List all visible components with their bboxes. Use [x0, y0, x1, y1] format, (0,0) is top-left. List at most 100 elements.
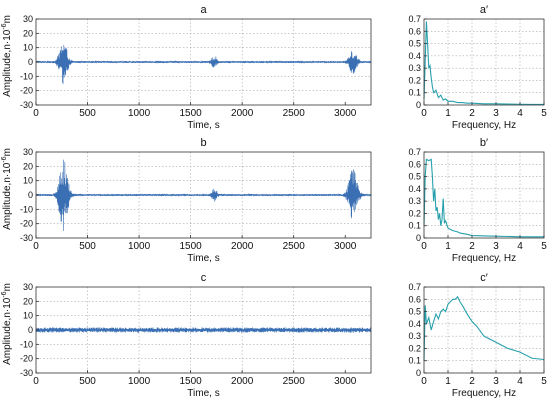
x-axis-label: Time, s [187, 253, 219, 264]
x-tick-label: 1 [445, 376, 451, 387]
series-line-waveform [35, 159, 372, 232]
x-tick-label: 0 [421, 241, 427, 252]
y-tick-label: 0.1 [408, 88, 421, 98]
y-tick-label: 0.4 [408, 184, 421, 194]
x-tick-label: 1500 [179, 241, 202, 252]
x-tick-label: 0 [421, 376, 427, 387]
x-tick-label: 0 [33, 108, 39, 119]
plot-frame [423, 286, 545, 374]
y-tick-label: 0.2 [408, 75, 421, 85]
plot-area [424, 19, 544, 105]
series-line-spectrum [423, 158, 544, 238]
y-tick-label: -10 [20, 339, 33, 349]
x-tick-label: 5 [541, 376, 547, 387]
x-axis-label: Time, s [187, 388, 219, 399]
x-tick-label: 4 [517, 376, 523, 387]
y-tick-label: 10 [23, 43, 33, 53]
y-tick-label: 0 [28, 57, 33, 67]
y-axis-label-base: Amplitude,n·10 [2, 162, 13, 230]
x-axis-label: Frequency, Hz [452, 253, 516, 264]
panel-c: 0 500 1000 1500 2000 2500 3000 -30 -20 -10 0 10 20 30… [1, 272, 372, 399]
x-tick-label: 500 [79, 108, 96, 119]
panel-title: b′ [480, 137, 488, 149]
y-tick-label: 0.6 [408, 294, 421, 304]
x-tick-label: 1500 [179, 376, 202, 387]
y-axis-label-exponent: -6 [1, 291, 8, 297]
y-tick-label: -30 [20, 100, 33, 110]
y-tick-label: -20 [20, 219, 33, 229]
panel-b2: 0 1 2 3 4 500.10.20.30.40.50.60.7b′Frequency,… [408, 137, 547, 264]
x-axis-label: Frequency, Hz [452, 120, 516, 131]
y-tick-label: 0.5 [408, 307, 421, 317]
x-tick-label: 500 [79, 241, 96, 252]
x-tick-label: 2000 [231, 108, 254, 119]
y-tick-label: 0 [416, 100, 421, 110]
x-tick-label: 2500 [283, 376, 306, 387]
plot-area [424, 152, 544, 238]
y-axis-label: Amplitude,n·10-6m [1, 15, 13, 97]
x-tick-label: 3000 [334, 241, 357, 252]
x-tick-label: 0 [33, 376, 39, 387]
y-tick-label: 30 [23, 14, 33, 24]
x-tick-label: 0 [421, 108, 427, 119]
y-tick-label: 0.5 [408, 39, 421, 49]
x-tick-label: 3000 [334, 376, 357, 387]
x-tick-label: 3 [493, 108, 499, 119]
y-tick-label: 0.7 [408, 14, 421, 24]
panel-c2: 0 1 2 3 4 500.10.20.30.40.50.60.7c′Frequency,… [408, 272, 547, 399]
x-tick-label: 500 [79, 376, 96, 387]
x-tick-label: 2 [469, 376, 475, 387]
y-tick-label: 10 [23, 311, 33, 321]
y-tick-label: 0.3 [408, 196, 421, 206]
panel-title: c [201, 272, 207, 284]
x-tick-label: 1000 [128, 376, 151, 387]
y-tick-label: 30 [23, 147, 33, 157]
y-tick-label: 30 [23, 282, 33, 292]
series-line-waveform [35, 327, 372, 333]
x-tick-label: 5 [541, 241, 547, 252]
x-tick-label: 1500 [179, 108, 202, 119]
y-axis-label-base: Amplitude,n·10 [2, 29, 13, 97]
y-tick-label: 20 [23, 296, 33, 306]
y-tick-label: 10 [23, 176, 33, 186]
series-line-spectrum [423, 295, 545, 361]
plot-frame [423, 151, 545, 239]
x-tick-label: 3 [493, 241, 499, 252]
x-tick-label: 2000 [231, 241, 254, 252]
y-tick-label: 0.7 [408, 282, 421, 292]
x-tick-label: 2500 [283, 241, 306, 252]
y-tick-label: 0 [28, 190, 33, 200]
y-tick-label: 0 [416, 368, 421, 378]
y-tick-label: 0 [28, 325, 33, 335]
y-axis-label-exponent: -6 [1, 23, 8, 29]
y-tick-label: 20 [23, 161, 33, 171]
x-axis-label: Frequency, Hz [452, 388, 516, 399]
x-tick-label: 4 [517, 108, 523, 119]
y-tick-label: -20 [20, 86, 33, 96]
y-tick-label: 0.6 [408, 26, 421, 36]
x-tick-label: 1 [445, 108, 451, 119]
panel-title: b [200, 137, 206, 149]
y-tick-label: -30 [20, 368, 33, 378]
panel-title: a′ [480, 4, 488, 16]
x-tick-label: 1000 [128, 108, 151, 119]
x-tick-label: 4 [517, 241, 523, 252]
x-tick-label: 1 [445, 241, 451, 252]
x-tick-label: 5 [541, 108, 547, 119]
series-line-spectrum [423, 21, 544, 105]
y-axis-label: Amplitude,n·10-6m [1, 148, 13, 230]
y-tick-label: 0.3 [408, 63, 421, 73]
y-axis-label-exponent: -6 [1, 156, 8, 162]
y-axis-label: Amplitude,n·10-6m [1, 283, 13, 365]
plot-frame [423, 18, 545, 106]
y-tick-label: -10 [20, 204, 33, 214]
y-tick-label: 0.4 [408, 51, 421, 61]
x-tick-label: 0 [33, 241, 39, 252]
y-axis-label-base: Amplitude,n·10 [2, 297, 13, 365]
y-tick-label: 0.4 [408, 319, 421, 329]
y-tick-label: 0.1 [408, 356, 421, 366]
y-axis-label-unit: m [2, 15, 13, 23]
panel-a2: 0 1 2 3 4 500.10.20.30.40.50.60.7a′Frequency,… [408, 4, 547, 131]
y-tick-label: 0.5 [408, 172, 421, 182]
